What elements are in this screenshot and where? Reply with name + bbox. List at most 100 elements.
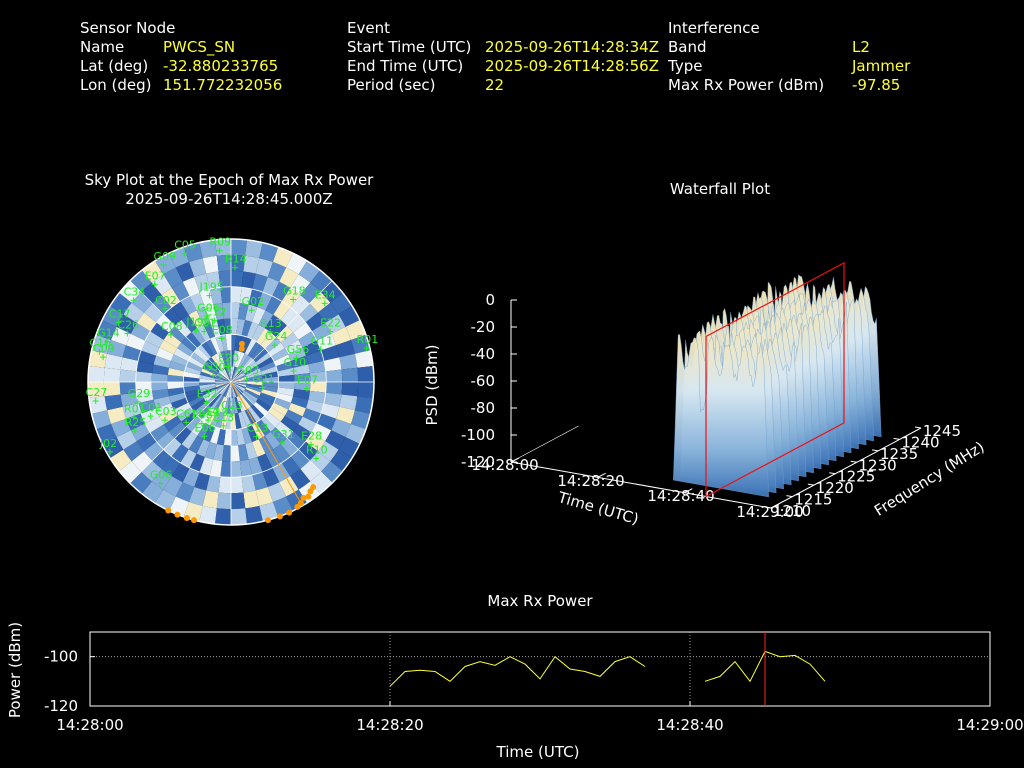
sky-heat-cell xyxy=(214,239,231,256)
frequency-tick-label: 1230 xyxy=(859,456,897,474)
sky-heat-cell xyxy=(186,392,203,403)
satellite-marker xyxy=(225,363,232,370)
z-tick-label: -40 xyxy=(471,345,496,363)
sky-heat-cell xyxy=(267,482,287,502)
sky-heat-cell xyxy=(88,382,105,399)
sky-heat-cell xyxy=(339,394,358,411)
sky-heat-cell xyxy=(182,467,200,487)
satellite-label: G18 xyxy=(283,285,306,298)
sky-heat-cell xyxy=(205,339,218,356)
x-tick-label: 14:29:00 xyxy=(956,716,1023,734)
satellite-label: E08 xyxy=(192,409,213,422)
satellite-label: C03 xyxy=(155,405,177,418)
sky-heat-cell xyxy=(245,385,262,393)
satellite-marker xyxy=(327,328,334,335)
satellite-marker xyxy=(214,418,221,425)
sky-heat-cell xyxy=(153,396,172,409)
sky-heat-cell xyxy=(215,378,231,382)
jammer-point xyxy=(190,517,197,524)
sky-heat-cell xyxy=(171,462,190,483)
sky-heat-cell xyxy=(227,350,231,367)
sky-heat-cell xyxy=(288,402,306,417)
name-value: PWCS_SN xyxy=(163,38,236,56)
sky-heat-cell xyxy=(280,415,299,432)
sky-heat-cell xyxy=(193,401,209,416)
sky-heat-cell xyxy=(188,435,204,454)
sky-heat-cell xyxy=(182,277,200,297)
satellite-marker xyxy=(130,297,137,304)
sky-heat-cell xyxy=(173,402,191,416)
satellite-marker xyxy=(203,399,210,406)
frequency-tick xyxy=(786,495,793,498)
sky-heat-cell xyxy=(305,350,324,365)
sky-heat-cell xyxy=(197,344,212,360)
time-tick xyxy=(684,488,693,494)
sky-heat-cell xyxy=(204,362,219,374)
sky-heat-cell xyxy=(150,424,169,442)
waterfall-zlabel: PSD (dBm) xyxy=(423,344,441,425)
satellite-label: C21 xyxy=(194,316,216,329)
sky-heat-cell xyxy=(231,366,235,382)
sky-heat-cell xyxy=(130,423,151,442)
sky-heat-cell xyxy=(186,415,202,432)
sky-heat-cell xyxy=(239,394,251,409)
sky-heat-cell xyxy=(119,382,137,395)
satellite-label: E07 xyxy=(145,269,166,282)
sky-heat-cell xyxy=(245,371,262,379)
sky-heat-cell xyxy=(262,467,280,487)
satellite-label: C26 xyxy=(117,319,139,332)
jammer-point xyxy=(238,345,245,352)
sky-heat-cell xyxy=(171,281,190,302)
sky-heat-cell xyxy=(298,416,317,433)
sky-heat-cell xyxy=(210,410,221,427)
sky-heat-cell xyxy=(183,376,200,382)
lat-label: Lat (deg) xyxy=(80,57,149,75)
sky-heat-cell xyxy=(271,348,289,362)
sky-heat-cell xyxy=(174,426,192,445)
satellite-marker xyxy=(106,448,113,455)
satellite-marker xyxy=(92,398,99,405)
sky-heat-cell xyxy=(257,453,273,472)
satellite-marker xyxy=(271,342,278,349)
sky-heat-cell xyxy=(238,303,249,321)
sky-heat-cell xyxy=(222,367,231,382)
sky-heat-cell xyxy=(325,430,346,450)
sky-heat-cell xyxy=(223,397,230,414)
sky-heat-cell xyxy=(241,474,256,493)
sky-heat-cell xyxy=(129,270,152,293)
sky-heat-cell xyxy=(213,443,224,461)
frequency-tick xyxy=(872,449,879,452)
waterfall-time-marker xyxy=(705,261,845,498)
sky-heat-cell xyxy=(163,415,182,432)
lat-value: -32.880233765 xyxy=(163,57,279,75)
sky-heat-cell xyxy=(231,508,248,525)
sky-heat-cell xyxy=(222,445,231,462)
sky-heat-cell xyxy=(138,350,157,365)
sky-heat-cell xyxy=(183,385,201,393)
satellite-label: C02 xyxy=(155,294,177,307)
sky-heat-cell xyxy=(131,451,153,472)
satellite-marker xyxy=(161,417,168,424)
satellite-marker xyxy=(162,305,169,312)
satellite-marker xyxy=(130,414,137,421)
satellite-marker xyxy=(160,262,167,269)
satellite-marker xyxy=(267,328,274,335)
sky-heat-cell xyxy=(290,449,310,469)
satellite-label: C27 xyxy=(86,386,108,399)
sky-heat-cell xyxy=(151,274,172,296)
sky-heat-cell xyxy=(244,388,260,399)
sky-heat-cell xyxy=(181,337,198,353)
sky-heat-cell xyxy=(279,267,299,288)
sky-heat-cell xyxy=(310,270,333,293)
sky-heat-cell xyxy=(241,320,252,338)
satellite-marker xyxy=(259,384,266,391)
sky-heat-cell xyxy=(273,354,291,367)
satellite-label: J195 xyxy=(198,281,223,294)
type-label: Type xyxy=(668,57,703,75)
sky-heat-cell xyxy=(96,423,117,445)
x-tick-label: 14:28:00 xyxy=(56,716,123,734)
sky-heat-cell xyxy=(243,362,258,374)
lon-label: Lon (deg) xyxy=(80,76,152,94)
max-rx-plot: 14:28:00 14:28:20 14:28:40 14:29:00 -100 -120… xyxy=(6,622,1024,761)
